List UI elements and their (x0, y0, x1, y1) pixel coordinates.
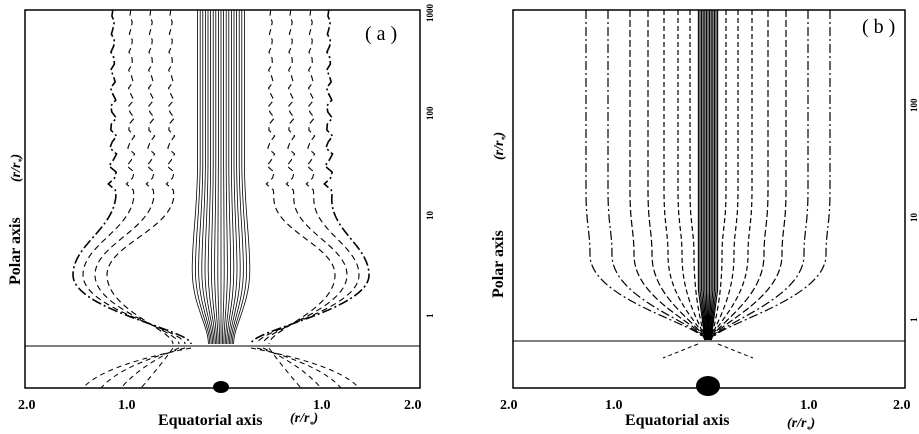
panel-b-xlabel-unit: (r/r*) (787, 416, 815, 434)
panel-a-lower-line (140, 347, 174, 389)
panel-b-outer-line (585, 10, 706, 341)
panel-a-jet-line (222, 10, 225, 345)
panel-a-jet-line (224, 10, 232, 345)
panel-a-outer-line (265, 9, 336, 345)
panel-a-jet-line (231, 10, 248, 345)
panel-b-core-line (699, 10, 707, 341)
panel-a-outer-line (94, 9, 180, 345)
panel-a-lower-line (250, 347, 360, 389)
panel-a-lower-line (268, 347, 302, 389)
panel-a-jet-line (229, 10, 241, 345)
panel-b-core-line (704, 10, 708, 341)
panel-a-jet-line (191, 10, 209, 345)
panel-a-outer-line (256, 9, 360, 345)
panel-b-outer-line (710, 10, 787, 341)
panel-b-outer-line (677, 10, 706, 341)
panel-b-xtick-left-2: 2.0 (500, 398, 518, 413)
panel-a-lower-line (100, 347, 186, 389)
panel-a-outer-line (82, 9, 186, 345)
panel-b-outer-line (710, 10, 727, 341)
panel-a-label: ( a ) (365, 23, 397, 45)
panel-a-jet-line (226, 10, 235, 345)
panel-b-xtick-left-1: 1.0 (605, 398, 623, 413)
panel-b-lower-line (662, 343, 699, 359)
panel-a-jet-line (233, 10, 251, 345)
panel-b-core-line (709, 10, 717, 341)
panel-b-core-line (705, 10, 709, 341)
panel-a-jet-line (227, 10, 238, 345)
panel-b-outer-line (663, 10, 706, 341)
panel-b-outer-line (710, 10, 753, 341)
panel-b-core-line (710, 10, 719, 341)
panel-a-ytick-10: 10 (425, 211, 435, 221)
panel-b-lower-line (717, 343, 754, 359)
panel-b-xtick-right-1: 1.0 (800, 398, 818, 413)
panel-a-outer-line (250, 9, 370, 345)
panel-b-xlabel: Equatorial axis (625, 412, 729, 429)
panel-b-core-line (708, 10, 714, 341)
panel-b-label: ( b ) (862, 16, 895, 38)
panel-a-ytick-1: 1 (425, 313, 435, 318)
panel-b-outer-line (710, 10, 769, 341)
panel-a-xlabel: Equatorial axis (158, 412, 262, 429)
panel-a-jet-line (230, 10, 244, 345)
panel-a-jet-line (204, 10, 215, 345)
panel-a-lower-line (120, 347, 180, 389)
panel-a-ylabel: Polar axis (7, 217, 24, 285)
panel-b-xtick-right-2: 2.0 (893, 398, 911, 413)
panel-b-ylabel: Polar axis (490, 230, 507, 298)
panel-a-xtick-left-1: 1.0 (118, 398, 136, 413)
panel-b-star (696, 376, 720, 396)
panel-b-core-line (697, 10, 706, 341)
panel-b-field-lines (585, 10, 831, 359)
panel-b-core-line (701, 10, 707, 341)
panel-a-outer-line (262, 9, 348, 345)
panel-a-jet-line (201, 10, 213, 345)
panel-a-outer-line (72, 9, 192, 345)
panel-b-outer-line (647, 10, 706, 341)
panel-a-xlabel-unit: (r/r*) (290, 411, 318, 429)
panel-a-jet-line (198, 10, 212, 345)
panel-a-xtick-right-1: 1.0 (313, 398, 331, 413)
panel-b-outer-line (710, 10, 831, 341)
panel-b-core-line (708, 10, 712, 341)
panel-a-lower-line (256, 347, 342, 389)
panel-a-xtick-left-2: 2.0 (18, 398, 36, 413)
panel-a-field-lines (72, 9, 370, 389)
panel-a-xtick-right-2: 2.0 (404, 398, 422, 413)
panel-a-ylabel-unit: (r/r*) (9, 154, 26, 182)
panel-b-ytick-1: 1 (909, 317, 919, 322)
panel-a: ( a ) 1 10 100 1000 Polar axis (r/r*) 2.… (7, 4, 435, 430)
panel-b-core-line (707, 10, 711, 341)
panel-a-star (213, 381, 229, 393)
panel-b-outer-line (710, 10, 809, 341)
panel-b-core-line (702, 10, 708, 341)
panel-a-jet-line (194, 10, 211, 345)
panel-a-jet-line (207, 10, 216, 345)
panel-b-ytick-10: 10 (909, 213, 919, 223)
panel-a-lower-line (262, 347, 322, 389)
panel-a-outer-line (106, 9, 176, 345)
panel-b-ylabel-unit: (r/r*) (492, 132, 509, 160)
panel-b-outer-line (689, 10, 706, 341)
panel-a-jet-line (214, 10, 219, 345)
panel-a-jet-line (223, 10, 228, 345)
panel-a-ytick-1000: 1000 (425, 4, 435, 23)
panel-b-outer-line (710, 10, 739, 341)
panel-a-jet-line (210, 10, 218, 345)
panel-a-jet-line (217, 10, 220, 345)
panel-b-ytick-100: 100 (909, 98, 919, 112)
panel-b-outer-line (629, 10, 706, 341)
panel-b: ( b ) 1 10 100 Polar axis (r/r*) 2.0 1.0… (490, 9, 919, 434)
panel-b-core-line (709, 10, 715, 341)
panel-a-lower-line (82, 347, 192, 389)
panel-b-outer-line (607, 10, 706, 341)
panel-a-ytick-100: 100 (425, 106, 435, 120)
